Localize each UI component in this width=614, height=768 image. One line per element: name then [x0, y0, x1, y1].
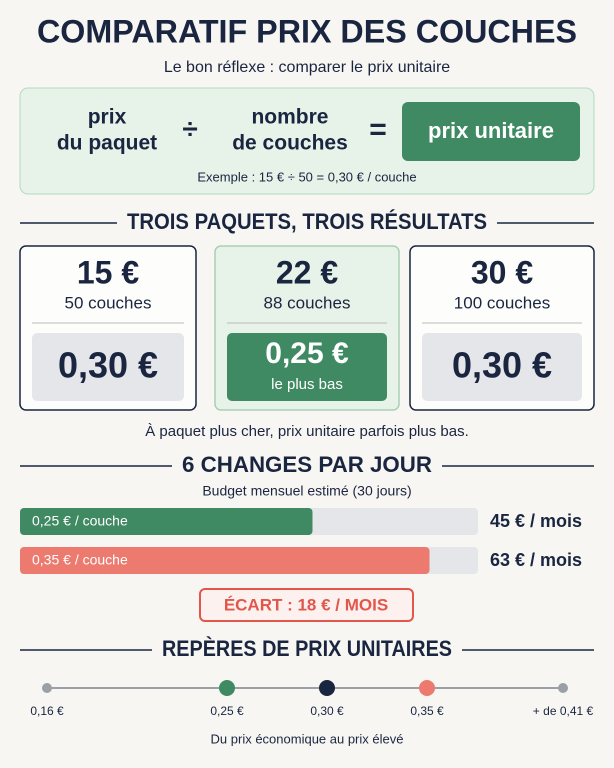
section-title: TROIS PAQUETS, TROIS RÉSULTATS [127, 209, 487, 234]
scale-caption: Du prix économique au prix élevé [211, 731, 404, 746]
scale-label: 0,30 € [310, 704, 344, 718]
unit-price: 0,25 € [265, 337, 349, 370]
unit-price: 0,30 € [452, 345, 552, 386]
formula-operator: ÷ [182, 113, 197, 144]
pack-count: 88 couches [264, 293, 351, 312]
pack-price: 22 € [276, 254, 338, 290]
unit-price-box [227, 333, 387, 401]
formula-left: prix [88, 106, 127, 129]
bar-label: 0,35 € / couche [32, 552, 128, 568]
pack-count: 100 couches [454, 293, 550, 312]
formula-result: prix unitaire [428, 118, 554, 143]
scale-marker [558, 683, 568, 693]
scale-marker [319, 680, 335, 696]
unit-price-badge: le plus bas [271, 376, 343, 393]
section-title: 6 CHANGES PAR JOUR [182, 452, 432, 477]
result-box [402, 102, 580, 161]
scale-marker [219, 680, 235, 696]
formula-right: nombre [251, 106, 328, 129]
budget-subtitle: Budget mensuel estimé (30 jours) [202, 483, 411, 499]
pack-count: 50 couches [65, 293, 152, 312]
bar-value-label: 45 € / mois [490, 511, 582, 531]
scale-label: + de 0,41 € [533, 704, 594, 718]
unit-price: 0,30 € [58, 345, 158, 386]
scale-label: 0,25 € [210, 704, 244, 718]
scale-label: 0,16 € [30, 704, 64, 718]
scale-marker [42, 683, 52, 693]
pack-note: À paquet plus cher, prix unitaire parfoi… [145, 423, 469, 440]
formula-example: Exemple : 15 € ÷ 50 = 0,30 € / couche [197, 169, 416, 184]
gap-label: ÉCART : 18 € / MOIS [224, 595, 388, 614]
formula-operator: = [369, 113, 387, 146]
subtitle: Le bon réflexe : comparer le prix unitai… [164, 59, 450, 76]
title: COMPARATIF PRIX DES COUCHES [37, 13, 577, 49]
scale-marker [419, 680, 435, 696]
bar [20, 508, 313, 535]
formula-right: de couches [232, 132, 348, 155]
unit-price-box [422, 333, 582, 401]
scale-label: 0,35 € [410, 704, 444, 718]
section-title: REPÈRES DE PRIX UNITAIRES [162, 636, 452, 661]
bar-label: 0,25 € / couche [32, 513, 128, 529]
pack-price: 15 € [77, 254, 139, 290]
pack-price: 30 € [471, 254, 533, 290]
gap-box [199, 588, 414, 622]
formula-left: du paquet [57, 132, 157, 155]
bar-value-label: 63 € / mois [490, 550, 582, 570]
bar [20, 547, 430, 574]
unit-price-box [32, 333, 184, 401]
